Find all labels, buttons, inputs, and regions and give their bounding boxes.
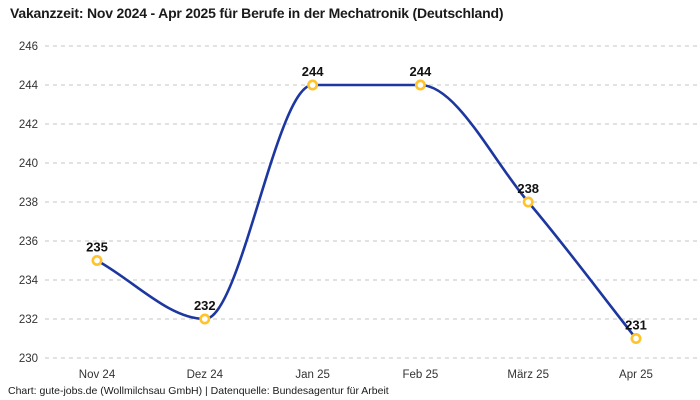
x-axis-tick-label: März 25 (507, 369, 549, 381)
y-axis-tick-label: 230 (19, 353, 38, 365)
chart-source-footer: Chart: gute-jobs.de (Wollmilchsau GmbH) … (8, 385, 389, 397)
data-point-markers (91, 79, 642, 344)
y-axis-tick-label: 236 (19, 236, 38, 248)
data-point-label: 244 (302, 64, 324, 79)
data-point-label: 232 (194, 298, 216, 313)
x-axis-tick-labels: Nov 24 Dez 24 Jan 25 Feb 25 März 25 Apr 25 (79, 369, 653, 381)
x-axis-tick-label: Jan 25 (295, 369, 330, 381)
y-axis-tick-label: 234 (19, 275, 39, 287)
data-point-marker (522, 196, 534, 208)
data-point-labels: 235 232 244 244 238 231 (86, 64, 647, 333)
x-axis-tick-label: Dez 24 (187, 369, 224, 381)
y-axis-tick-label: 246 (19, 41, 38, 53)
data-point-marker (199, 313, 211, 325)
y-axis-tick-label: 232 (19, 314, 38, 326)
y-axis-tick-label: 240 (19, 158, 38, 170)
gridlines (45, 45, 698, 359)
series-group (95, 83, 638, 340)
data-point-marker (630, 332, 642, 344)
data-point-label: 231 (625, 318, 647, 333)
y-axis-tick-label: 242 (19, 119, 38, 131)
chart-title: Vakanzzeit: Nov 2024 - Apr 2025 für Beru… (10, 5, 504, 21)
series-line (95, 83, 638, 340)
data-point-label: 244 (410, 64, 432, 79)
y-axis-tick-label: 244 (19, 80, 39, 92)
y-axis-tick-label: 238 (19, 197, 38, 209)
data-point-label: 238 (517, 181, 539, 196)
data-point-marker (91, 254, 103, 266)
x-axis-tick-label: Nov 24 (79, 369, 116, 381)
x-axis-tick-label: Feb 25 (402, 369, 438, 381)
data-point-marker (414, 79, 426, 91)
data-point-marker (307, 79, 319, 91)
x-axis-tick-label: Apr 25 (619, 369, 653, 381)
y-axis-tick-labels: 230 232 234 236 238 240 242 244 246 (19, 41, 39, 365)
data-point-label: 235 (86, 240, 108, 255)
